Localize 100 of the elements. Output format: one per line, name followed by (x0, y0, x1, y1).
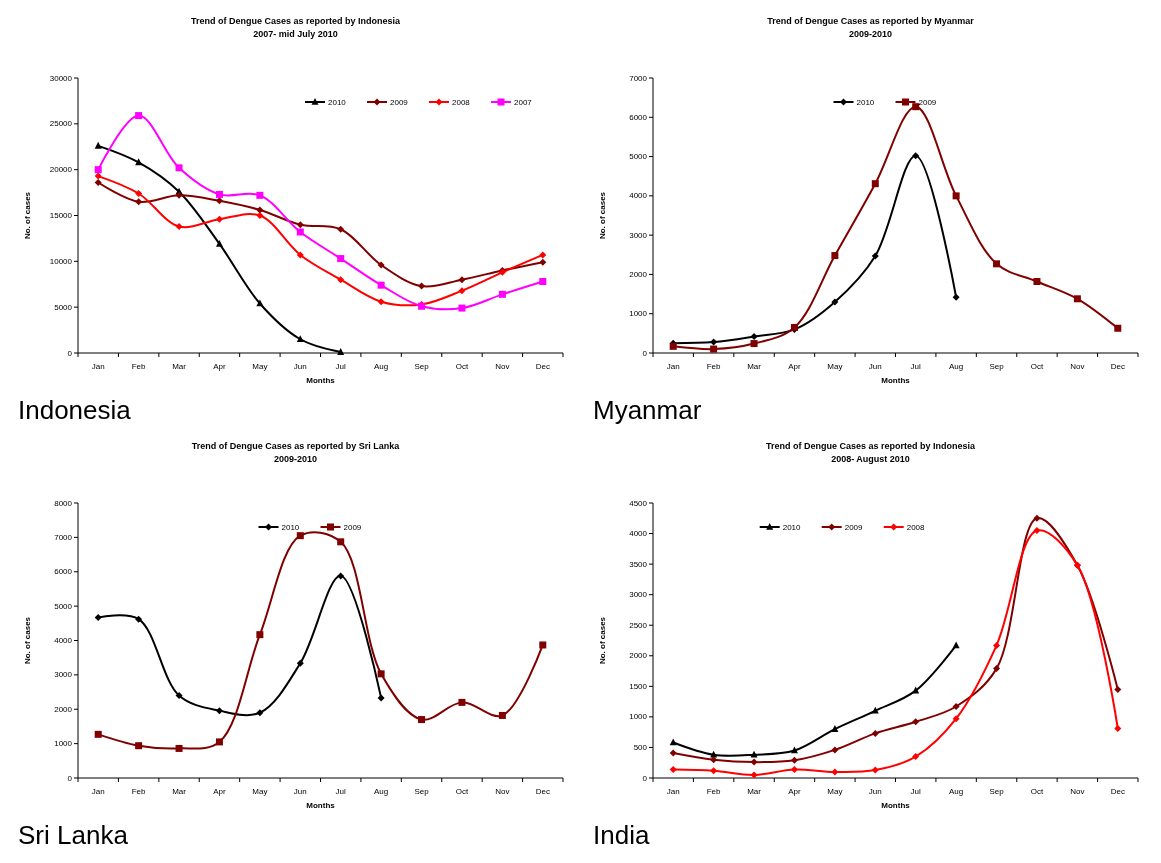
point (377, 298, 385, 306)
x-tick-label: Dec (1110, 787, 1125, 796)
point (377, 670, 385, 678)
point (993, 641, 1001, 649)
legend-label: 2008 (452, 97, 471, 107)
point (135, 198, 143, 206)
y-tick-label: 7000 (54, 532, 73, 542)
point (296, 228, 304, 236)
chart-subtitle: 2007- mid July 2010 (253, 29, 338, 39)
point (296, 532, 304, 540)
x-tick-label: May (827, 787, 843, 796)
point (215, 197, 223, 205)
point (337, 225, 345, 233)
chart-title: Trend of Dengue Cases as reported by Sri Lanka (191, 441, 401, 451)
y-tick-label: 3000 (54, 670, 73, 680)
point (458, 276, 466, 284)
y-tick-label: 4000 (629, 529, 648, 539)
x-axis-title: Months (881, 376, 911, 385)
y-tick-label: 2500 (629, 620, 648, 630)
x-tick-label: Mar (172, 787, 187, 796)
x-tick-label: Mar (172, 362, 187, 371)
point (175, 191, 183, 199)
x-tick-label: Dec (1110, 362, 1125, 371)
legend-label: 2010 (281, 522, 300, 532)
x-tick-label: Apr (788, 787, 802, 796)
x-tick-label: Feb (131, 787, 147, 796)
x-tick-label: Mar (747, 362, 762, 371)
x-tick-label: Aug (949, 787, 964, 796)
x-tick-label: Feb (706, 787, 722, 796)
y-tick-label: 0 (67, 348, 73, 358)
text: Sri Lanka (18, 820, 129, 850)
y-tick-label: 3000 (629, 590, 648, 600)
y-tick-label: 10000 (49, 256, 73, 266)
point (993, 260, 1001, 268)
point (952, 715, 960, 723)
point (175, 223, 183, 230)
point (993, 665, 1001, 673)
point (337, 255, 345, 263)
legend-label: 2008 (906, 522, 926, 532)
point (871, 706, 879, 714)
point (912, 152, 920, 160)
x-tick-label: Jun (868, 362, 882, 371)
x-tick-label: Jan (91, 362, 105, 371)
point (296, 251, 304, 259)
point (871, 729, 879, 737)
point (539, 251, 547, 259)
x-tick-label: May (252, 362, 268, 371)
x-tick-label: Nov (1070, 362, 1085, 371)
point (1033, 527, 1041, 534)
point (256, 631, 264, 639)
point (750, 333, 758, 340)
y-tick-label: 0 (642, 773, 648, 783)
point (256, 191, 264, 199)
x-axis-title: Months (881, 801, 911, 810)
chart-title: Trend of Dengue Cases as reported by Myanmar (767, 16, 975, 26)
x-tick-label: Oct (1030, 362, 1044, 371)
point (1114, 324, 1122, 332)
point (256, 206, 264, 214)
point (135, 190, 143, 197)
point (337, 572, 345, 580)
y-tick-label: 6000 (54, 567, 73, 577)
y-tick-label: 6000 (629, 112, 648, 122)
chart-subtitle: 2009-2010 (848, 29, 893, 39)
point (94, 179, 102, 186)
y-tick-label: 15000 (49, 211, 73, 221)
y-tick-label: 5000 (54, 601, 73, 611)
legend-label: 2007 (514, 97, 533, 107)
x-tick-label: May (827, 362, 843, 371)
y-tick-label: 4000 (629, 191, 648, 201)
y-tick-label: 5000 (54, 302, 73, 312)
x-tick-label: Jan (91, 787, 105, 796)
x-tick-label: Jan (666, 362, 680, 371)
x-tick-label: Oct (1030, 787, 1044, 796)
x-tick-label: Mar (747, 787, 762, 796)
x-tick-label: Aug (374, 362, 389, 371)
point (1033, 278, 1041, 285)
y-tick-label: 4000 (54, 636, 73, 646)
y-tick-label: 3500 (629, 559, 648, 569)
point (215, 190, 223, 198)
point (750, 771, 758, 779)
y-tick-label: 1000 (54, 739, 73, 749)
point (418, 282, 426, 290)
legend-label: 2010 (856, 97, 875, 107)
y-tick-label: 0 (642, 348, 648, 358)
legend-label: 2009 (343, 522, 362, 532)
point (337, 276, 345, 284)
text: Myanmar (593, 395, 702, 425)
point (135, 112, 143, 120)
point (498, 290, 506, 298)
point (94, 172, 102, 180)
point (912, 718, 920, 726)
legend-label: 2009 (918, 97, 937, 107)
point (256, 709, 264, 717)
x-tick-label: Nov (495, 362, 510, 371)
x-tick-label: Jul (335, 787, 347, 796)
legend-label: 2010 (782, 522, 802, 532)
x-tick-label: Aug (374, 787, 389, 796)
y-axis-title: No. of cases (598, 616, 607, 665)
y-tick-label: 1500 (629, 681, 648, 691)
y-tick-label: 1000 (629, 712, 648, 722)
